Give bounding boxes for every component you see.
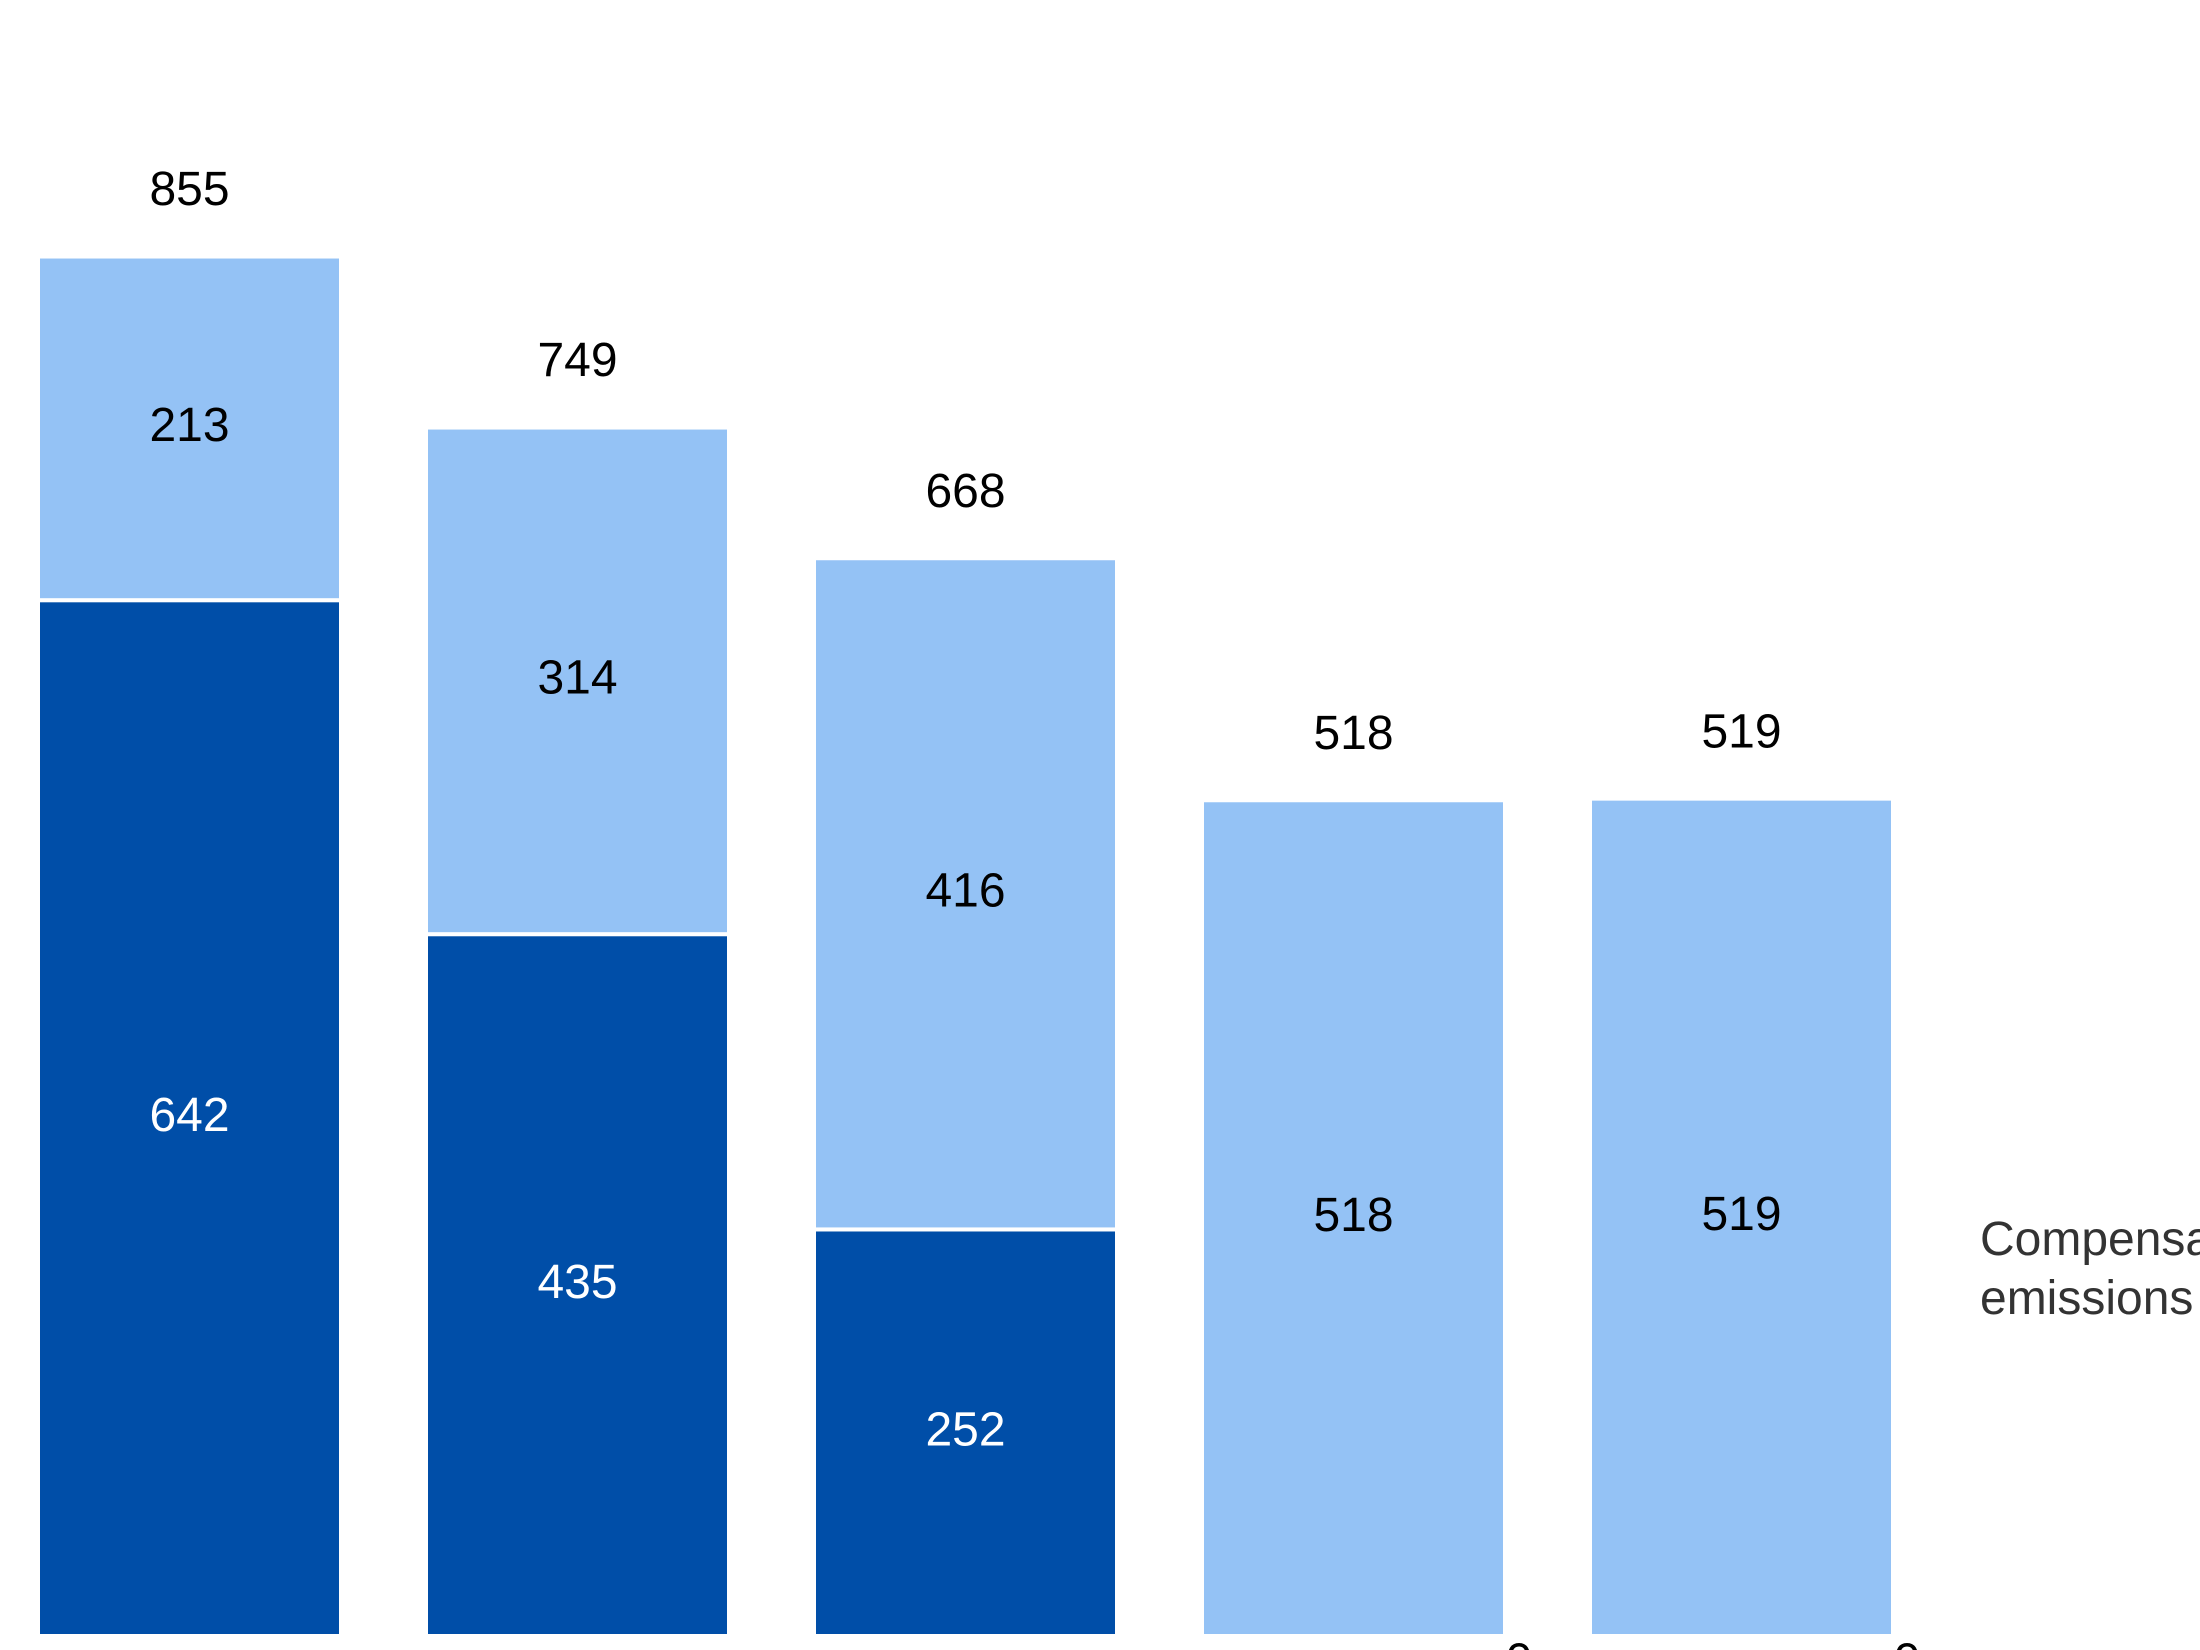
data-label: 0	[1506, 1635, 1533, 1650]
bar-segment	[1588, 796, 1895, 1638]
bar-segment	[1200, 798, 1507, 1638]
data-label: 213	[149, 399, 229, 452]
data-label: 314	[537, 652, 617, 705]
total-label: 749	[537, 334, 617, 387]
data-label: 416	[925, 865, 1005, 918]
legend-label: Compensated emissions	[1980, 1213, 2200, 1325]
data-label: 0	[1894, 1635, 1921, 1650]
bar-segment	[424, 425, 731, 937]
total-label: 855	[149, 163, 229, 216]
data-label: 252	[925, 1403, 1005, 1456]
bar-segment	[812, 1227, 1119, 1639]
total-label: 518	[1313, 707, 1393, 760]
data-label: 519	[1701, 1188, 1781, 1241]
total-label: 519	[1701, 705, 1781, 758]
bar-segment	[812, 556, 1119, 1232]
data-label: 435	[537, 1256, 617, 1309]
bar-segment	[36, 254, 343, 603]
bar-segment	[36, 598, 343, 1638]
data-label: 642	[149, 1089, 229, 1142]
data-label: 518	[1313, 1189, 1393, 1242]
total-label: 668	[925, 465, 1005, 518]
